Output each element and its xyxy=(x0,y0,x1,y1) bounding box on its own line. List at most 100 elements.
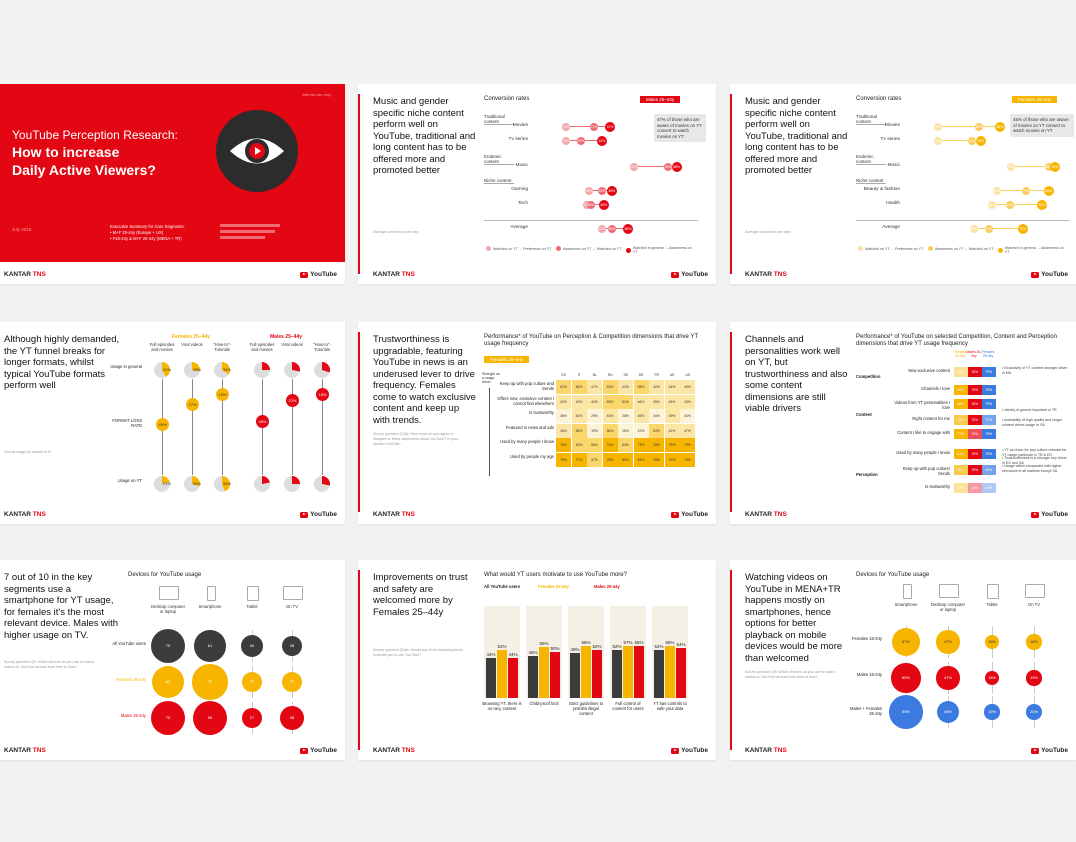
table-cell: 80% xyxy=(954,399,968,409)
heat-cell: 34% xyxy=(680,409,695,423)
callout: 47% of those who are aware of movies on … xyxy=(654,114,706,143)
device-circle: 28 xyxy=(281,635,303,657)
usage-yt-pie xyxy=(154,476,170,492)
legend-item: Watched on YT → Preference on YT xyxy=(486,246,554,251)
section-label: Niche content xyxy=(856,178,886,184)
data-dot: 29% xyxy=(576,136,585,145)
bar xyxy=(550,652,560,698)
group-label: Content xyxy=(856,412,872,417)
bar xyxy=(539,647,549,698)
side-note: • Variety of genres important in TR xyxy=(1002,408,1057,412)
device-circle: 18% xyxy=(1026,634,1042,650)
market-header: SE xyxy=(623,372,629,377)
slide-devices-mena[interactable]: Watching videos on YouTube in MENA+TR ha… xyxy=(730,560,1076,760)
slide-trust-safety[interactable]: Improvements on trust and safety are wel… xyxy=(358,560,716,760)
series-label: All YouTube users xyxy=(484,584,521,589)
cover-title-line1: YouTube Perception Research: xyxy=(12,128,178,142)
device-circle: 34 xyxy=(240,634,264,658)
device-circle: 70 xyxy=(150,628,186,664)
heat-cell: 69% xyxy=(571,438,587,452)
bar-value: 55% xyxy=(539,641,549,647)
slide-funnel[interactable]: Although highly demanded, the YT funnel … xyxy=(0,322,345,524)
usage-yt-pie xyxy=(184,476,200,492)
funnel-line xyxy=(222,379,223,475)
heat-cell: 46% xyxy=(633,409,649,423)
group-label: Competition xyxy=(856,374,881,379)
slide-conversion-females[interactable]: Music and gender specific niche content … xyxy=(730,84,1076,284)
bar xyxy=(508,657,518,698)
bar-value: 52% xyxy=(654,644,664,650)
average-divider xyxy=(856,220,1070,221)
device-icon xyxy=(902,584,912,599)
eye-icon xyxy=(216,110,298,192)
footnote: Survey question Q9: Which devices do you… xyxy=(4,660,94,669)
table-cell: 75% xyxy=(982,429,996,439)
data-dot: 43% xyxy=(598,199,609,210)
column-header: Full episodes and movies xyxy=(149,342,175,352)
legend-item: Awareness on YT → Watched on YT xyxy=(556,246,624,251)
heat-cell: 53% xyxy=(602,380,618,394)
legend-label: Awareness on YT → Watched on YT xyxy=(935,246,994,251)
connector-line xyxy=(938,140,981,141)
usage-pie xyxy=(154,362,170,378)
section-label: Traditional content xyxy=(856,114,886,125)
legend-swatch xyxy=(556,246,561,251)
heat-cell: 19% xyxy=(633,423,649,438)
heat-cell: 57% xyxy=(587,452,602,467)
heat-cell: 46% xyxy=(633,394,649,409)
category-label: Full control of content for users xyxy=(612,701,644,711)
slide-perception-females[interactable]: Trustworthiness is upgradable, featuring… xyxy=(358,322,716,524)
heat-cell: 47% xyxy=(680,423,695,438)
device-label: Desktop computer or laptop xyxy=(151,604,185,614)
slide-title: Improvements on trust and safety are wel… xyxy=(373,572,468,618)
slide-devices-eu[interactable]: 7 out of 10 in the key segments use a sm… xyxy=(0,560,345,760)
bar xyxy=(528,655,538,698)
device-label: Desktop computer or laptop xyxy=(931,602,965,612)
data-dot: 53% xyxy=(987,200,996,209)
heat-cell: 42% xyxy=(618,380,633,394)
section-label: Niche content xyxy=(484,178,514,184)
kantar-logo: KANTAR TNS xyxy=(745,511,787,518)
table-cell: 72% xyxy=(954,415,968,425)
heat-cell: 79% xyxy=(556,452,571,467)
device-circle: 27 xyxy=(241,707,263,729)
footnote: Survey question Q33a: How much do you ag… xyxy=(373,432,459,446)
column-header: Full episodes and movies xyxy=(249,342,275,352)
connector-line xyxy=(587,204,604,205)
legend-swatch xyxy=(858,246,863,251)
group-label: Females 18-24y xyxy=(851,636,882,641)
youtube-logo: YouTube xyxy=(671,747,708,754)
data-dot: 45% xyxy=(974,122,983,131)
bar-value: 49% xyxy=(570,646,580,652)
slide-channels[interactable]: Channels and personalities work well on … xyxy=(730,322,1076,524)
side-note: • Availability of high quality and longe… xyxy=(1002,418,1063,427)
table-cell: 89% xyxy=(954,385,968,395)
heat-cell: 64% xyxy=(618,438,633,452)
connector-line xyxy=(1011,166,1056,167)
loss-rate-dot: 16% xyxy=(316,388,329,402)
section-label: Endemic content xyxy=(484,154,514,165)
group-label: Males + Females 25-34y xyxy=(850,706,882,716)
heat-cell: 19% xyxy=(587,423,602,438)
device-label: Tablet xyxy=(246,604,258,609)
data-dot: 37% xyxy=(589,122,598,131)
device-circle: 16% xyxy=(984,634,1000,650)
device-icon xyxy=(987,584,999,599)
legend-swatch xyxy=(998,247,1003,253)
slide-conversion-males[interactable]: Music and gender specific niche content … xyxy=(358,84,716,284)
row-label: Average xyxy=(882,225,900,230)
table-cell: 70% xyxy=(954,465,968,475)
youtube-logo: YouTube xyxy=(300,511,337,518)
heat-cell: 56% xyxy=(587,438,602,452)
heat-cell: 46% xyxy=(556,423,571,438)
slide-cover[interactable]: Internal use only YouTube Perception Res… xyxy=(0,84,345,284)
loss-rate-dot: 49% xyxy=(156,418,169,432)
heat-cell: 42% xyxy=(649,380,664,394)
heat-cell: 56% xyxy=(571,380,587,394)
males-header: Males 25–44y xyxy=(270,334,302,340)
device-icon xyxy=(159,586,179,600)
slide-title: Music and gender specific niche content … xyxy=(745,96,848,176)
slide-title: Watching videos on YouTube in MENA+TR ha… xyxy=(745,572,843,664)
summary-line1: Executive Summary for Core Segments: xyxy=(110,224,185,229)
summary-line3: • F18-24y & M+F 25-44y (MENA + TR) xyxy=(110,236,182,241)
